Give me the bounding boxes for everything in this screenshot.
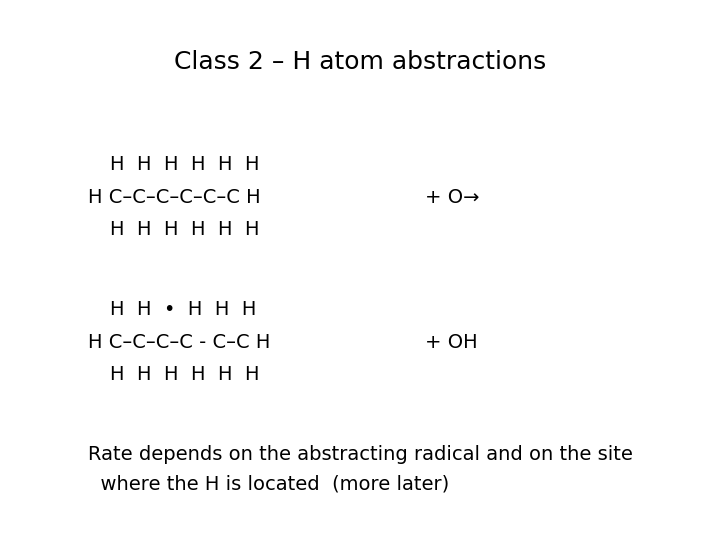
Text: H C–C–C–C–C–C H: H C–C–C–C–C–C H (88, 188, 261, 207)
Text: + O→: + O→ (425, 188, 480, 207)
Text: H C–C–C–C - C–C H: H C–C–C–C - C–C H (88, 333, 271, 352)
Text: Class 2 – H atom abstractions: Class 2 – H atom abstractions (174, 50, 546, 74)
Text: Rate depends on the abstracting radical and on the site: Rate depends on the abstracting radical … (88, 445, 633, 464)
Text: + OH: + OH (425, 333, 477, 352)
Text: H  H  •  H  H  H: H H • H H H (110, 300, 256, 319)
Text: H  H  H  H  H  H: H H H H H H (110, 220, 259, 239)
Text: H  H  H  H  H  H: H H H H H H (110, 365, 259, 384)
Text: where the H is located  (more later): where the H is located (more later) (88, 475, 449, 494)
Text: H  H  H  H  H  H: H H H H H H (110, 155, 259, 174)
